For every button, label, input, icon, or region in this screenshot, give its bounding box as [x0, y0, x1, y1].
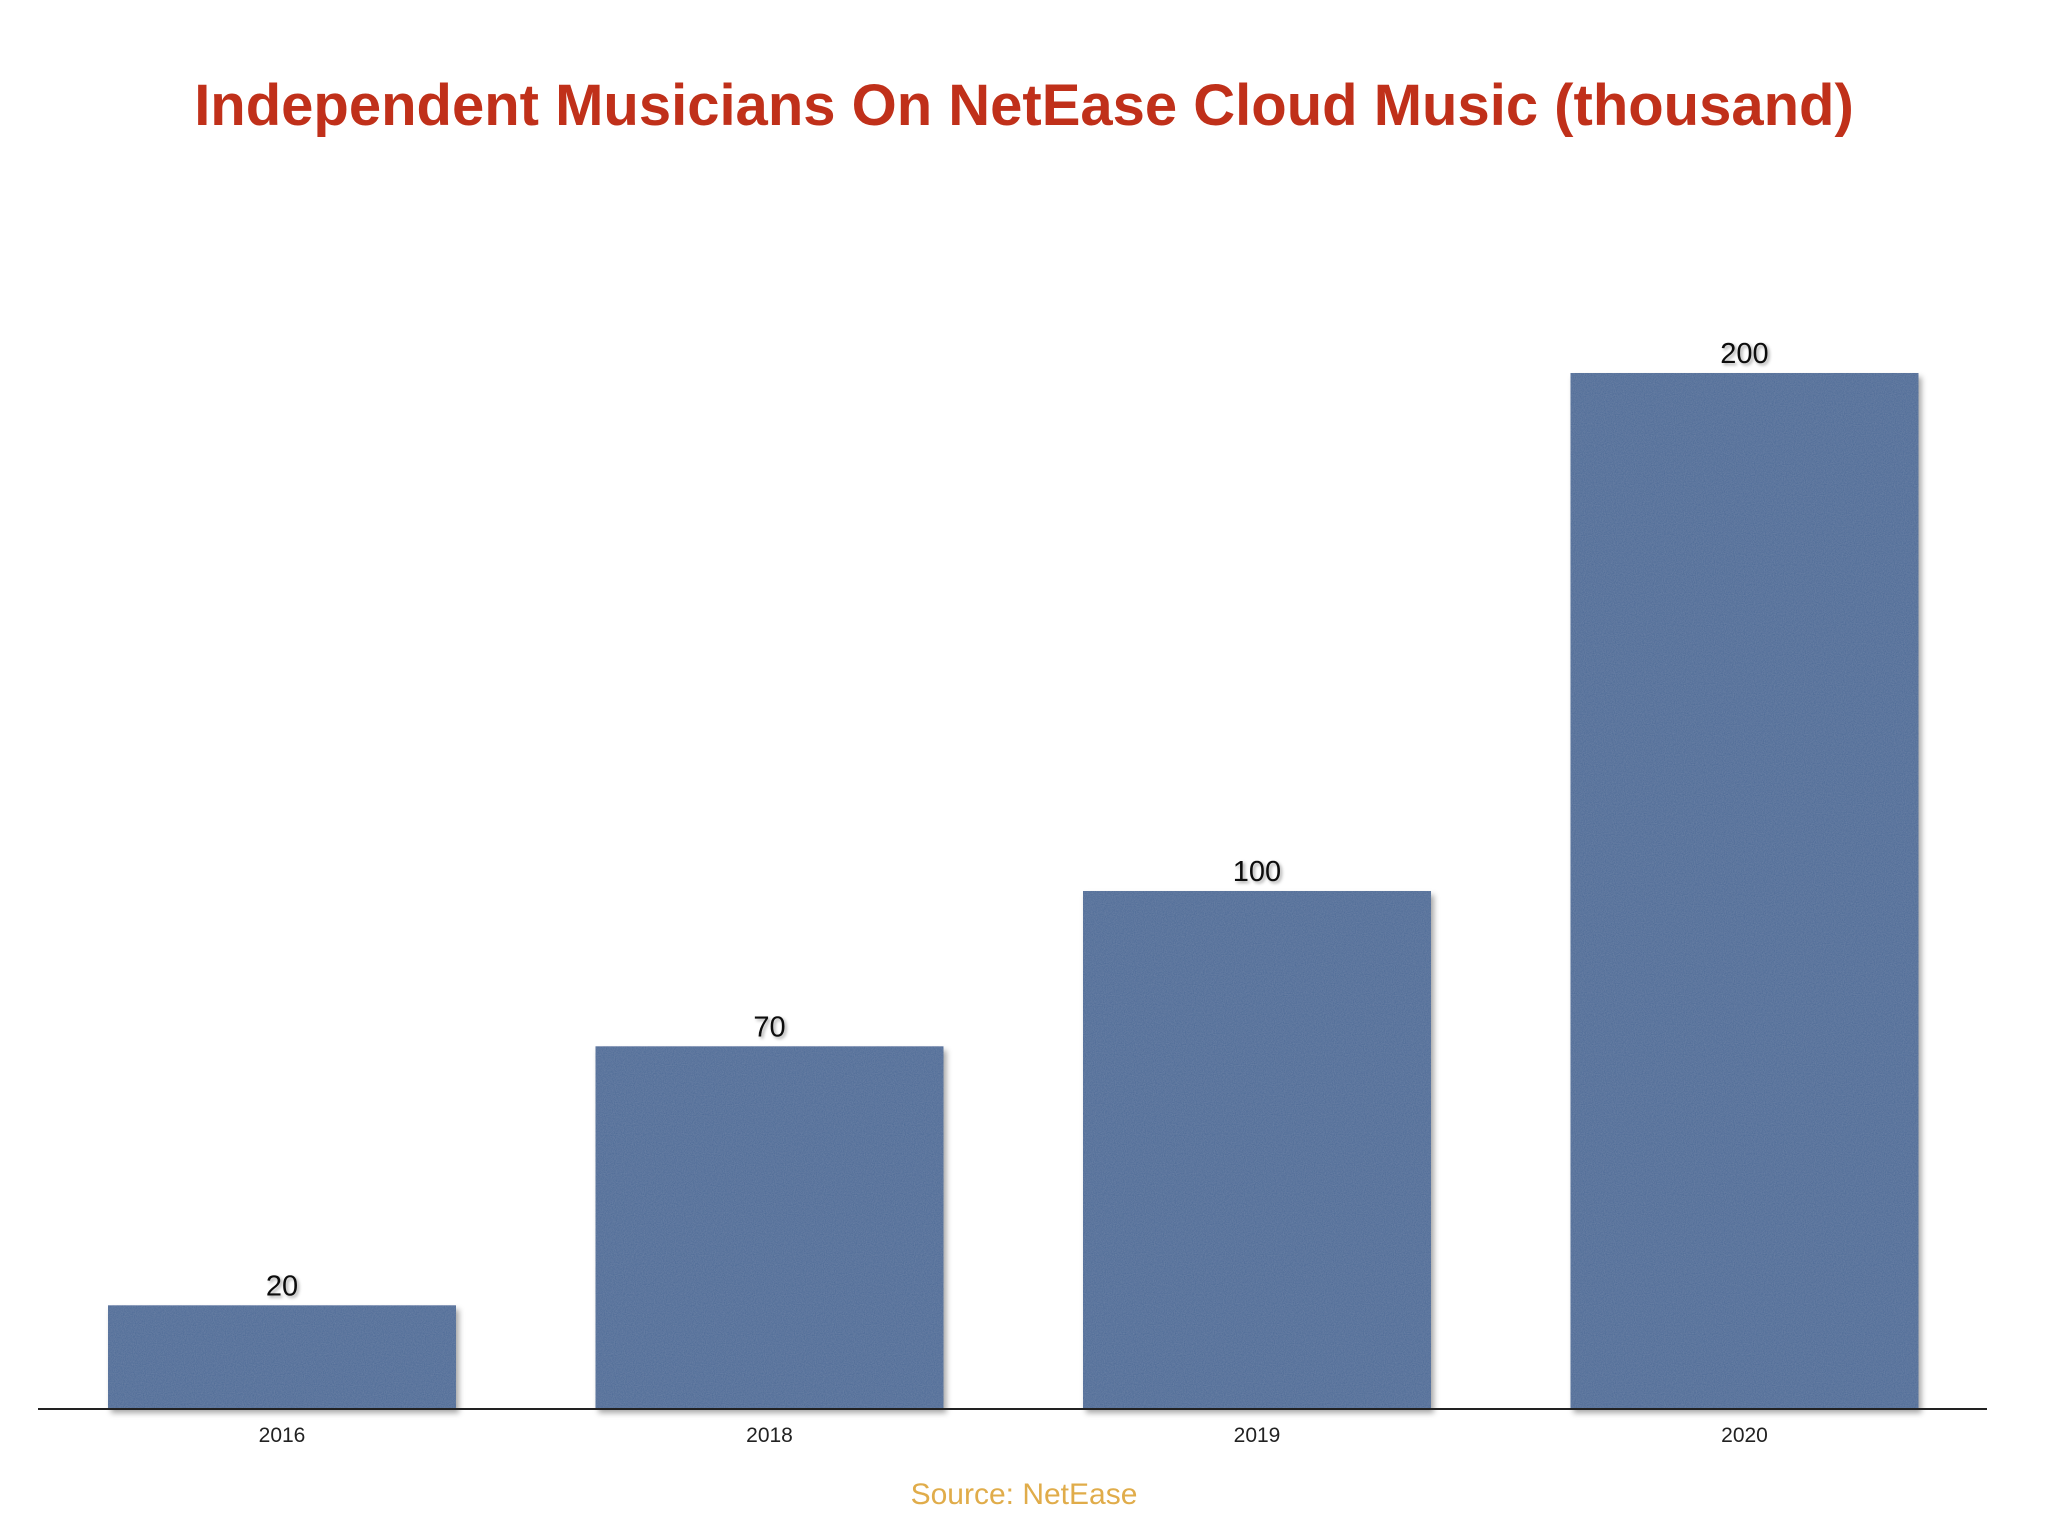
x-tick-label-2020: 2020: [1721, 1424, 1768, 1447]
bar-texture-2018: [595, 1046, 944, 1409]
bar-texture-2019: [1083, 891, 1431, 1409]
value-label-2016: 20: [266, 1270, 298, 1302]
value-label-2018: 70: [753, 1011, 785, 1043]
chart-title: Independent Musicians On NetEase Cloud M…: [194, 73, 1854, 138]
bars-group: [108, 373, 1919, 1409]
x-tick-label-2018: 2018: [746, 1424, 793, 1447]
x-tick-label-2019: 2019: [1234, 1424, 1281, 1447]
labels-group: 20 2016 70 2018 100 2019 200 2020: [259, 338, 1769, 1447]
x-tick-label-2016: 2016: [259, 1424, 306, 1447]
bar-texture-2016: [108, 1305, 456, 1409]
value-label-2020: 200: [1720, 338, 1768, 370]
value-label-2019: 100: [1233, 856, 1281, 888]
source-note: Source: NetEase: [910, 1478, 1138, 1511]
bar-texture-2020: [1570, 373, 1919, 1409]
